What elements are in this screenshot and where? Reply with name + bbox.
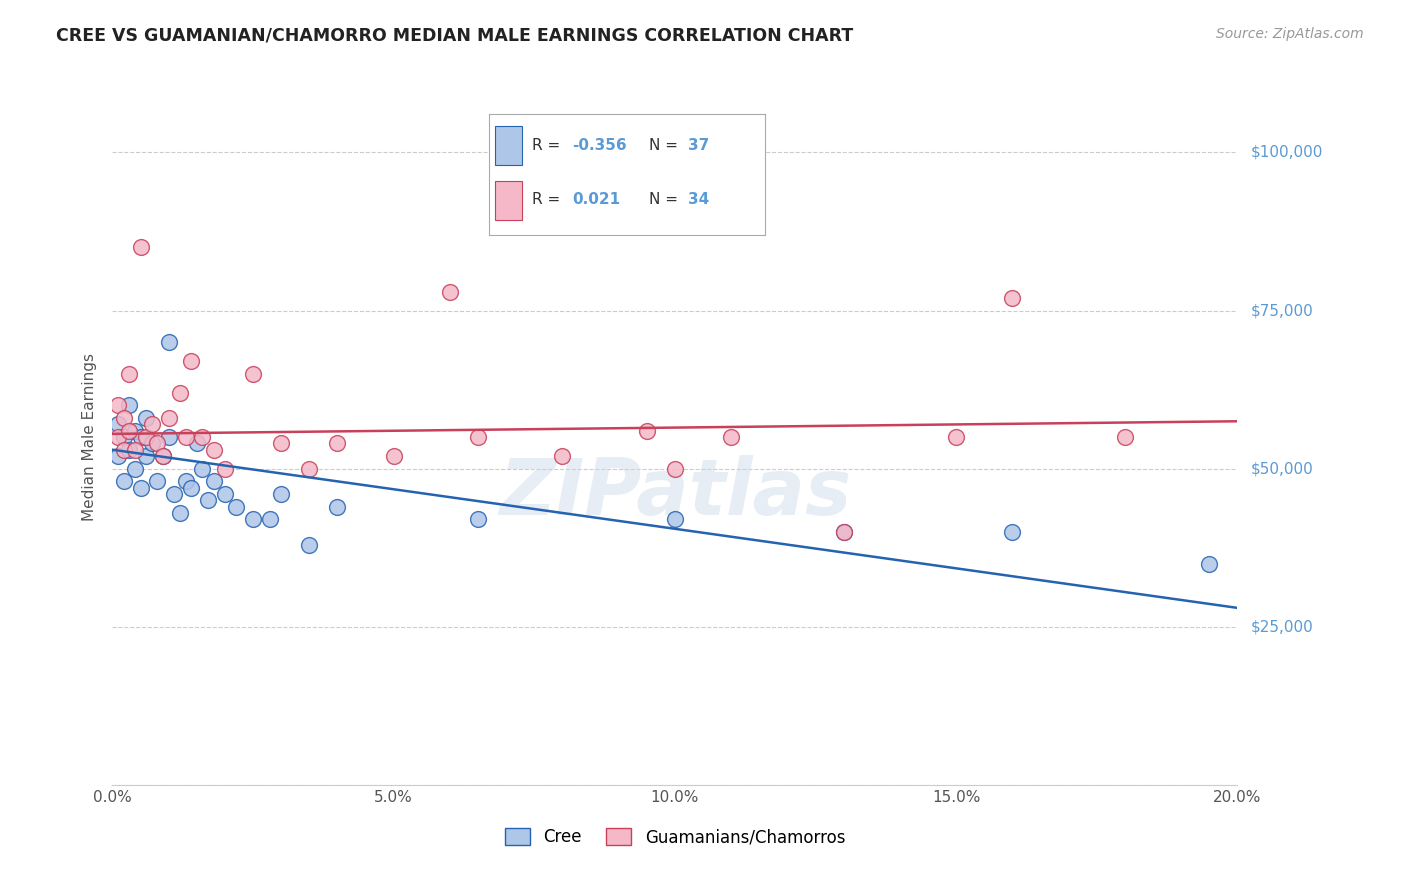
Guamanians/Chamorros: [551, 449, 574, 463]
Text: ZIPatlas: ZIPatlas: [499, 455, 851, 531]
Guamanians/Chamorros: [107, 399, 129, 413]
Guamanians/Chamorros: [112, 442, 135, 457]
Guamanians/Chamorros: [107, 430, 129, 444]
Cree: [112, 475, 135, 489]
Legend: Cree, Guamanians/Chamorros: Cree, Guamanians/Chamorros: [498, 822, 852, 853]
Text: $100,000: $100,000: [1251, 145, 1323, 160]
Guamanians/Chamorros: [157, 411, 180, 425]
Text: $50,000: $50,000: [1251, 461, 1315, 476]
Cree: [157, 430, 180, 444]
Guamanians/Chamorros: [152, 449, 174, 463]
Guamanians/Chamorros: [146, 436, 169, 450]
Guamanians/Chamorros: [439, 285, 461, 299]
Cree: [1198, 557, 1220, 571]
Cree: [270, 487, 292, 501]
Cree: [225, 500, 247, 514]
Cree: [157, 335, 180, 350]
Guamanians/Chamorros: [129, 240, 152, 254]
Guamanians/Chamorros: [636, 424, 658, 438]
Guamanians/Chamorros: [1114, 430, 1136, 444]
Guamanians/Chamorros: [270, 436, 292, 450]
Cree: [124, 424, 146, 438]
Cree: [259, 512, 281, 526]
Cree: [135, 411, 157, 425]
Guamanians/Chamorros: [124, 442, 146, 457]
Guamanians/Chamorros: [326, 436, 349, 450]
Cree: [191, 461, 214, 475]
Guamanians/Chamorros: [174, 430, 197, 444]
Cree: [135, 449, 157, 463]
Cree: [107, 417, 129, 432]
Guamanians/Chamorros: [832, 524, 855, 539]
Cree: [129, 430, 152, 444]
Guamanians/Chamorros: [202, 442, 225, 457]
Guamanians/Chamorros: [298, 461, 321, 475]
Guamanians/Chamorros: [169, 385, 191, 400]
Cree: [112, 430, 135, 444]
Guamanians/Chamorros: [1001, 291, 1024, 305]
Cree: [664, 512, 686, 526]
Text: $25,000: $25,000: [1251, 619, 1315, 634]
Guamanians/Chamorros: [720, 430, 742, 444]
Cree: [124, 461, 146, 475]
Cree: [146, 475, 169, 489]
Guamanians/Chamorros: [180, 354, 202, 368]
Cree: [107, 449, 129, 463]
Cree: [174, 475, 197, 489]
Cree: [169, 506, 191, 520]
Guamanians/Chamorros: [191, 430, 214, 444]
Guamanians/Chamorros: [112, 411, 135, 425]
Cree: [180, 481, 202, 495]
Cree: [1001, 524, 1024, 539]
Cree: [197, 493, 219, 508]
Cree: [163, 487, 186, 501]
Cree: [129, 481, 152, 495]
Cree: [118, 399, 141, 413]
Guamanians/Chamorros: [382, 449, 405, 463]
Guamanians/Chamorros: [214, 461, 236, 475]
Text: CREE VS GUAMANIAN/CHAMORRO MEDIAN MALE EARNINGS CORRELATION CHART: CREE VS GUAMANIAN/CHAMORRO MEDIAN MALE E…: [56, 27, 853, 45]
Guamanians/Chamorros: [467, 430, 489, 444]
Cree: [118, 442, 141, 457]
Guamanians/Chamorros: [141, 417, 163, 432]
Text: Source: ZipAtlas.com: Source: ZipAtlas.com: [1216, 27, 1364, 41]
Cree: [214, 487, 236, 501]
Cree: [326, 500, 349, 514]
Guamanians/Chamorros: [664, 461, 686, 475]
Cree: [467, 512, 489, 526]
Cree: [242, 512, 264, 526]
Guamanians/Chamorros: [118, 367, 141, 381]
Cree: [152, 449, 174, 463]
Guamanians/Chamorros: [945, 430, 967, 444]
Cree: [832, 524, 855, 539]
Guamanians/Chamorros: [135, 430, 157, 444]
Text: $75,000: $75,000: [1251, 303, 1315, 318]
Cree: [141, 436, 163, 450]
Y-axis label: Median Male Earnings: Median Male Earnings: [82, 353, 97, 521]
Guamanians/Chamorros: [118, 424, 141, 438]
Guamanians/Chamorros: [242, 367, 264, 381]
Cree: [186, 436, 208, 450]
Cree: [298, 538, 321, 552]
Cree: [202, 475, 225, 489]
